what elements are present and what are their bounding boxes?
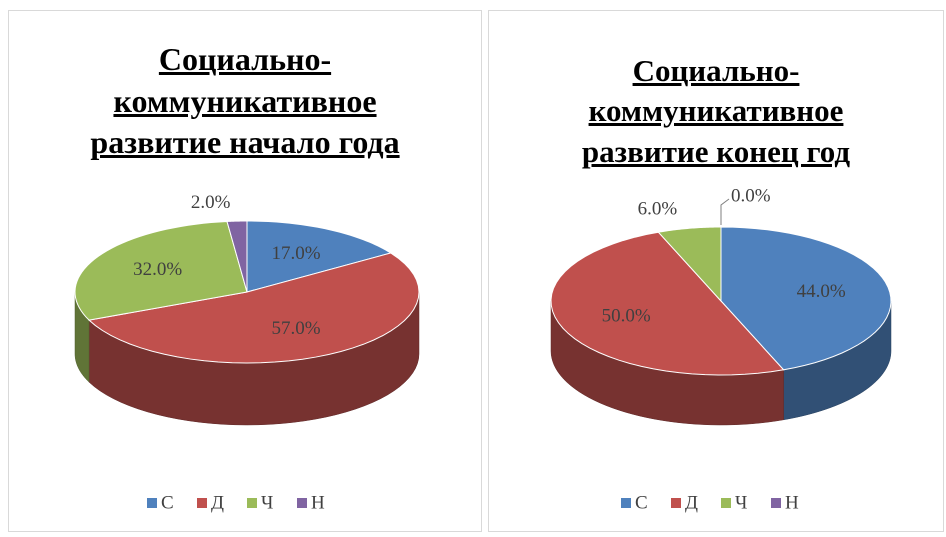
- data-label: 57.0%: [271, 318, 320, 339]
- legend-swatch: [147, 498, 157, 508]
- legend-label: Н: [785, 492, 799, 513]
- legend-swatch: [671, 498, 681, 508]
- chart-panel: 17.0% 57.0% 32.0% 2.0% С Д Ч Н Социально-коммун…: [8, 10, 482, 532]
- chart-title: Социально-коммуникативное развитие начал…: [90, 41, 400, 161]
- legend-swatch: [621, 498, 631, 508]
- pie-slice: [226, 220, 248, 293]
- legend-label: С: [161, 492, 174, 513]
- legend-swatch: [721, 498, 731, 508]
- chart: 17.0% 57.0% 32.0% 2.0% С Д Ч Н: [74, 192, 420, 513]
- chart-panel: 44.0% 50.0% 6.0% 0.0% С Д Ч Н Социально-коммуни…: [488, 10, 944, 532]
- leader-line: [720, 198, 730, 225]
- legend-swatch: [247, 498, 257, 508]
- pie-slice: [87, 252, 420, 364]
- legend-label: Д: [211, 492, 224, 513]
- data-label: 32.0%: [133, 259, 182, 280]
- legend-swatch: [771, 498, 781, 508]
- pie-slice: [720, 226, 892, 371]
- legend-label: Н: [311, 492, 325, 513]
- data-label: 6.0%: [638, 198, 678, 219]
- pie-slice: [550, 231, 785, 376]
- legend-label: С: [635, 492, 648, 513]
- data-label: 0.0%: [731, 185, 771, 206]
- data-label: 44.0%: [797, 281, 846, 302]
- pie-slice: [74, 220, 248, 321]
- legend-label: Д: [685, 492, 698, 513]
- pie-slice: [246, 220, 392, 293]
- pie-slice: [657, 226, 722, 303]
- legend-swatch: [297, 498, 307, 508]
- data-label: 2.0%: [191, 192, 231, 213]
- legend-swatch: [197, 498, 207, 508]
- data-label: 17.0%: [271, 243, 320, 264]
- legend-label: Ч: [261, 492, 273, 513]
- chart: 44.0% 50.0% 6.0% 0.0% С Д Ч Н: [550, 185, 892, 513]
- legend-label: Ч: [735, 492, 747, 513]
- data-label: 50.0%: [602, 306, 651, 327]
- chart-title: Социально-коммуникативное развитие конец…: [581, 53, 851, 169]
